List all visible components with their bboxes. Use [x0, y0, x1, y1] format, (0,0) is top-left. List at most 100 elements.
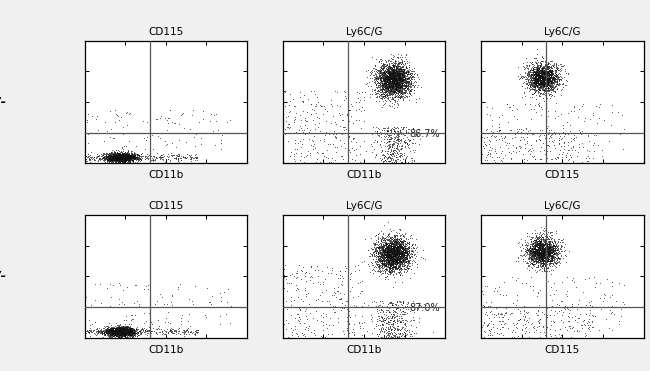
Point [105, 154, 116, 160]
Point [400, 256, 411, 262]
Point [388, 63, 398, 69]
Point [382, 70, 393, 76]
Point [404, 97, 414, 103]
Point [122, 152, 132, 158]
Point [385, 87, 396, 93]
Point [541, 241, 552, 247]
Point [530, 74, 541, 80]
Point [387, 251, 397, 257]
Point [528, 74, 539, 80]
Point [105, 152, 116, 158]
Point [120, 158, 131, 164]
Point [186, 328, 196, 334]
Point [174, 151, 184, 157]
Point [377, 254, 387, 260]
Point [114, 328, 124, 334]
Point [555, 66, 566, 72]
Point [107, 334, 117, 339]
Point [383, 249, 393, 255]
Point [355, 159, 365, 165]
Point [382, 243, 392, 249]
Point [388, 257, 398, 263]
Point [395, 251, 406, 257]
Point [114, 328, 125, 334]
Point [536, 79, 547, 85]
Point [390, 85, 400, 91]
Point [351, 107, 361, 113]
Point [119, 156, 129, 162]
Point [397, 64, 408, 70]
Point [377, 104, 387, 110]
Point [297, 141, 307, 147]
Point [106, 328, 116, 334]
Point [118, 330, 128, 336]
Point [112, 326, 123, 332]
Point [388, 262, 398, 268]
Point [398, 76, 408, 82]
Point [380, 266, 390, 272]
Point [106, 153, 116, 159]
Point [408, 140, 418, 146]
Point [536, 79, 547, 85]
Point [393, 86, 404, 92]
Point [107, 154, 118, 160]
Point [408, 74, 418, 80]
Point [385, 299, 396, 305]
Point [387, 86, 397, 92]
Point [506, 127, 517, 133]
Point [551, 66, 562, 72]
Point [387, 73, 397, 79]
Point [398, 81, 409, 86]
Point [112, 150, 123, 156]
Point [371, 85, 382, 91]
Point [543, 77, 554, 83]
Point [393, 240, 404, 246]
Point [384, 269, 394, 275]
Point [383, 80, 393, 86]
Point [111, 155, 121, 161]
Point [392, 85, 402, 91]
Point [531, 240, 541, 246]
Point [384, 269, 394, 275]
Point [394, 62, 404, 68]
Point [364, 253, 374, 259]
Point [89, 330, 99, 336]
Point [407, 242, 417, 247]
Point [376, 78, 386, 83]
Point [113, 156, 124, 162]
Point [313, 267, 323, 273]
Point [547, 252, 557, 258]
Point [390, 250, 400, 256]
Point [379, 95, 389, 101]
Point [176, 157, 186, 163]
Point [396, 80, 406, 86]
Point [395, 158, 405, 164]
Point [389, 66, 400, 72]
Point [386, 243, 396, 249]
Point [530, 237, 541, 243]
Point [406, 75, 417, 81]
Point [543, 256, 554, 262]
Point [387, 246, 397, 252]
Point [384, 332, 394, 338]
Point [399, 76, 410, 82]
Point [528, 77, 538, 83]
Point [384, 83, 395, 89]
Point [387, 248, 397, 254]
Point [112, 328, 123, 334]
Point [386, 251, 396, 257]
Point [386, 74, 396, 80]
Point [113, 155, 124, 161]
Point [538, 249, 549, 255]
Point [398, 258, 409, 264]
Point [123, 331, 133, 337]
Point [539, 72, 549, 78]
Text: 87.0%: 87.0% [410, 303, 440, 313]
Point [105, 324, 116, 329]
Point [125, 155, 135, 161]
Point [538, 247, 549, 253]
Point [390, 235, 400, 241]
Point [116, 331, 126, 336]
Point [384, 238, 395, 244]
Point [538, 69, 548, 75]
